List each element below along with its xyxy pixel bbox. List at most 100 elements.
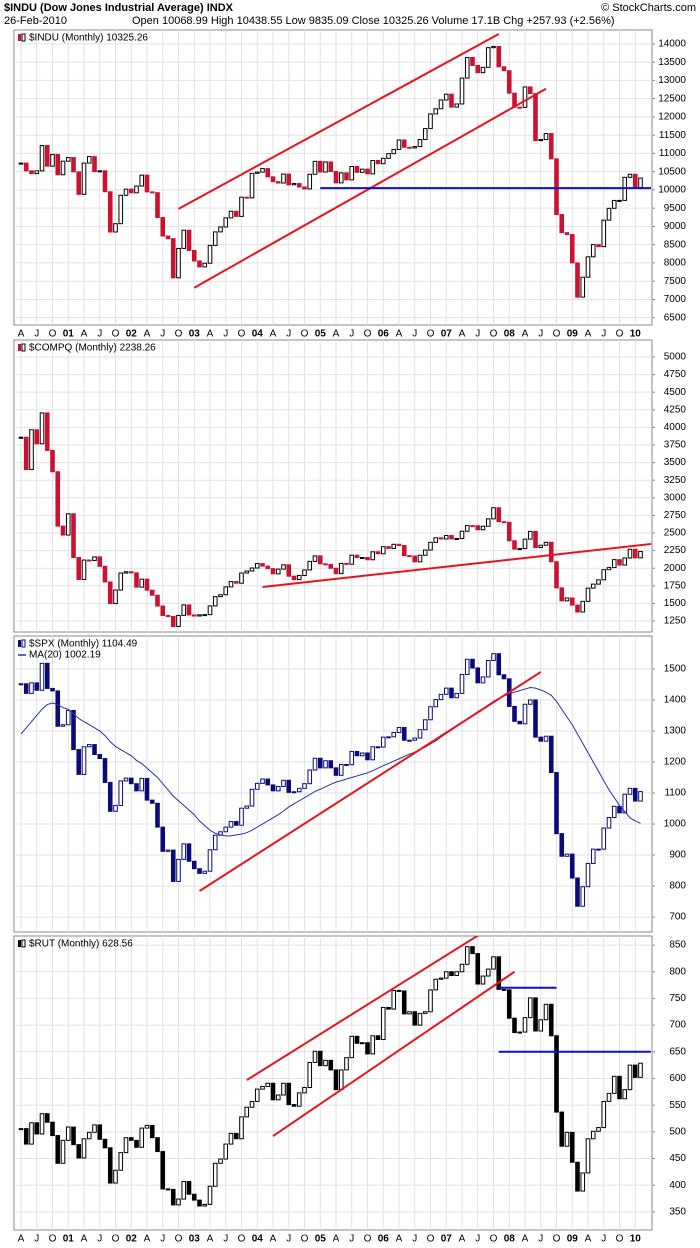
candle xyxy=(202,870,208,874)
candle xyxy=(517,548,523,551)
candle xyxy=(165,235,171,240)
candle xyxy=(149,799,155,804)
x-tick-label: J xyxy=(97,329,102,340)
y-tick-label: 10000 xyxy=(658,185,686,196)
candle xyxy=(307,173,313,190)
candle xyxy=(380,736,386,748)
candle xyxy=(370,746,376,761)
candle xyxy=(617,805,622,814)
candle xyxy=(118,194,124,225)
candle xyxy=(239,1116,244,1140)
x-tick-label: O xyxy=(616,329,624,340)
candle xyxy=(223,586,229,596)
candle xyxy=(328,760,334,769)
candle xyxy=(496,956,502,990)
candle xyxy=(590,1130,596,1140)
candle xyxy=(527,530,533,540)
candle xyxy=(443,971,449,979)
candle xyxy=(97,556,103,567)
candle xyxy=(459,963,465,973)
legend-label: MA(20) 1002.19 xyxy=(29,650,101,661)
candle xyxy=(538,1019,544,1032)
candle xyxy=(102,758,108,783)
candle xyxy=(323,161,328,173)
candle xyxy=(254,563,260,569)
candle xyxy=(349,750,355,766)
x-tick-label: 02 xyxy=(126,1234,138,1245)
candle xyxy=(212,834,218,851)
candle xyxy=(522,538,528,550)
x-tick-label: J xyxy=(97,1234,102,1245)
x-tick-label: J xyxy=(412,1234,417,1245)
candle xyxy=(627,173,633,178)
candle xyxy=(548,735,554,774)
x-tick-label: A xyxy=(585,1234,592,1245)
candle xyxy=(275,785,281,792)
candle xyxy=(34,170,40,175)
candle xyxy=(517,720,523,725)
x-tick-label: 05 xyxy=(315,1234,327,1245)
x-tick-label: J xyxy=(475,1234,480,1245)
candle xyxy=(491,653,496,662)
candle xyxy=(223,826,229,833)
candle xyxy=(580,886,586,907)
candle xyxy=(344,763,349,766)
candle xyxy=(123,1137,129,1154)
plot-area xyxy=(14,30,652,325)
candle xyxy=(186,1180,192,1195)
candle xyxy=(134,1139,139,1148)
y-tick-label: 450 xyxy=(669,1153,686,1164)
candle xyxy=(396,139,402,150)
candle xyxy=(139,174,145,187)
candle xyxy=(396,727,402,733)
candle xyxy=(191,1193,197,1201)
candle xyxy=(422,128,428,140)
y-tick-label: 1500 xyxy=(664,664,687,675)
candle xyxy=(296,787,302,793)
candle xyxy=(107,191,113,233)
candle xyxy=(564,597,570,602)
x-tick-label: O xyxy=(616,1234,624,1245)
x-tick-label: 10 xyxy=(630,1234,642,1245)
candle xyxy=(249,1100,255,1108)
candle xyxy=(590,244,596,258)
candle xyxy=(470,658,475,669)
candle xyxy=(86,559,92,562)
candle xyxy=(155,1137,160,1153)
candle xyxy=(44,145,50,167)
x-tick-label: O xyxy=(364,1234,372,1245)
candle xyxy=(386,1006,391,1010)
candle xyxy=(428,113,433,130)
candle xyxy=(433,699,439,708)
x-tick-label: O xyxy=(49,1234,57,1245)
candle xyxy=(86,156,92,164)
candle xyxy=(144,174,150,193)
candle xyxy=(39,412,45,445)
candle xyxy=(438,537,444,540)
candle xyxy=(412,1011,418,1026)
x-tick-label: A xyxy=(18,329,25,340)
candle xyxy=(291,575,297,581)
candle xyxy=(359,557,365,560)
candle xyxy=(302,186,307,190)
candle xyxy=(160,217,166,237)
candle xyxy=(632,787,638,802)
candle xyxy=(611,1075,617,1094)
candle xyxy=(627,548,633,559)
candle xyxy=(512,705,517,722)
candle xyxy=(328,1059,334,1071)
legend-label: $RUT (Monthly) 628.56 xyxy=(29,939,133,950)
candle xyxy=(464,658,470,675)
candle xyxy=(564,232,570,236)
candle xyxy=(270,1082,276,1101)
x-tick-label: J xyxy=(349,329,354,340)
x-tick-label: A xyxy=(333,329,340,340)
x-tick-label: 04 xyxy=(252,1234,264,1245)
candle xyxy=(407,1011,412,1015)
candle xyxy=(554,772,559,835)
x-tick-label: A xyxy=(81,329,88,340)
candle xyxy=(491,45,496,49)
candle xyxy=(638,550,643,559)
x-tick-label: J xyxy=(601,329,606,340)
candle xyxy=(611,805,617,819)
